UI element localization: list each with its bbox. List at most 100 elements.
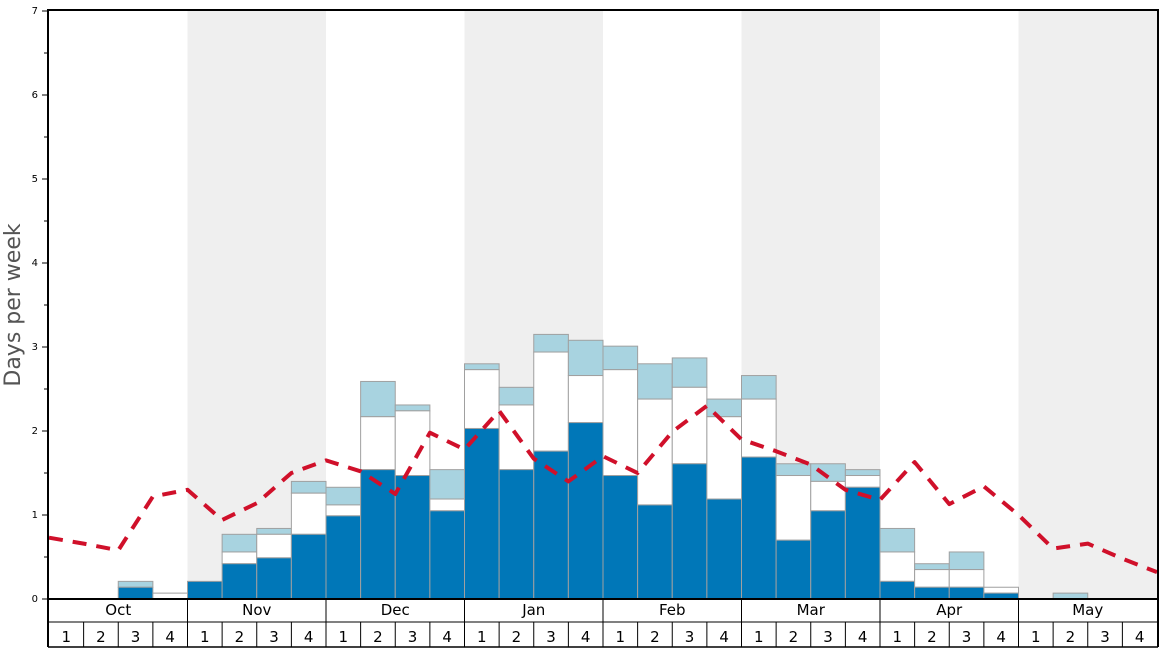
bar-segment-bottom (567, 422, 604, 600)
bar-segment-middle (325, 504, 362, 517)
bar-segment-middle (256, 533, 292, 559)
bar-segment-bottom (914, 586, 950, 600)
week-label: 1 (616, 628, 626, 646)
bar-segment-top (221, 533, 258, 553)
y-tick-label: 1 (32, 510, 38, 521)
week-label: 4 (858, 628, 868, 646)
bar-segment-bottom (221, 563, 258, 600)
y-tick-label: 3 (32, 342, 38, 353)
bar-segment-top (810, 463, 846, 482)
week-label: 4 (165, 628, 175, 646)
week-label: 1 (1031, 628, 1041, 646)
month-label: Mar (797, 601, 826, 619)
bar-segment-bottom (117, 586, 154, 600)
bar-segment-middle (394, 410, 431, 477)
week-label: 4 (996, 628, 1006, 646)
bar-segment-middle (983, 586, 1019, 594)
week-label: 2 (927, 628, 937, 646)
bar-segment-bottom (637, 504, 673, 600)
bar-segment-bottom (325, 515, 362, 600)
x-axis: Oct 1 2 3 4 Nov 1 2 3 4 Dec 1 2 3 4 Jan 1 2 3 4 Feb 1 2 3 4 Mar 1 2… (47, 599, 1159, 648)
week-label: 2 (512, 628, 522, 646)
bar-segment-top (879, 527, 916, 553)
week-label: 2 (373, 628, 383, 646)
month-band (1018, 11, 1157, 599)
week-label: 3 (685, 628, 695, 646)
bar-segment-middle (706, 416, 742, 500)
month-label: Dec (381, 601, 410, 619)
week-label: 2 (1066, 628, 1076, 646)
y-tick-label: 0 (32, 594, 38, 605)
y-tick-label: 4 (32, 258, 38, 269)
month-bands (187, 11, 1157, 599)
bar-segment-bottom (706, 498, 742, 600)
bar-segment-middle (879, 551, 916, 582)
bar-segment-middle (290, 492, 327, 535)
week-label: 3 (131, 628, 141, 646)
bar-segment-top (844, 469, 881, 477)
week-label: 3 (962, 628, 972, 646)
week-label: 3 (1100, 628, 1110, 646)
bar-segment-top (325, 486, 362, 506)
y-axis-label: Days per week (1, 223, 26, 386)
bars (117, 333, 1089, 600)
bar-segment-middle (221, 551, 258, 565)
average-line-path (48, 403, 1158, 574)
bar-segment-middle (567, 375, 604, 424)
month-label: Nov (242, 601, 271, 619)
bar-segment-top (256, 527, 292, 535)
bar-segment-top (741, 375, 777, 400)
week-label: 1 (477, 628, 487, 646)
week-label: 1 (339, 628, 349, 646)
bar-segment-bottom (671, 463, 708, 600)
bar-segment-bottom (741, 456, 777, 600)
bar-segment-top (914, 563, 950, 571)
week-label: 1 (200, 628, 210, 646)
bar-segment-top (498, 386, 535, 406)
bar-segment-bottom (498, 469, 535, 600)
bar-segment-top (533, 333, 569, 353)
bar-segment-bottom (948, 586, 985, 600)
bar-segment-bottom (775, 539, 812, 600)
bar-segment-middle (844, 475, 881, 488)
bar-segment-bottom (464, 427, 500, 600)
bar-segment-middle (464, 369, 500, 429)
bar-segment-top (671, 357, 708, 388)
bar-segment-bottom (394, 475, 431, 600)
y-tick-label: 5 (32, 174, 38, 185)
y-tick-label: 7 (32, 6, 38, 17)
week-label: 3 (408, 628, 418, 646)
week-label: 4 (719, 628, 729, 646)
week-label: 2 (650, 628, 660, 646)
week-label: 3 (269, 628, 279, 646)
month-label: Apr (936, 601, 963, 619)
week-label: 1 (893, 628, 903, 646)
week-label: 4 (304, 628, 314, 646)
bar-segment-middle (429, 498, 465, 512)
bar-segment-middle (914, 569, 950, 588)
week-label: 3 (823, 628, 833, 646)
average-line (48, 403, 1158, 574)
bar-segment-middle (948, 569, 985, 588)
bar-segment-bottom (187, 580, 223, 600)
week-label: 1 (62, 628, 72, 646)
bar-segment-bottom (256, 557, 292, 600)
bar-segment-top (602, 345, 639, 371)
bar-segment-top (948, 551, 985, 571)
week-label: 2 (96, 628, 106, 646)
week-label: 2 (789, 628, 799, 646)
week-label: 4 (442, 628, 452, 646)
y-tick-label: 2 (32, 426, 38, 437)
bar-segment-top (775, 463, 812, 477)
bar-segment-middle (741, 398, 777, 458)
bar-segment-bottom (429, 510, 465, 600)
bar-segment-top (637, 363, 673, 400)
month-label: Jan (521, 601, 545, 619)
y-axis: 0 1 2 3 4 5 6 7 (32, 6, 48, 605)
bar-segment-bottom (810, 510, 846, 600)
bar-segment-top (394, 404, 431, 412)
bar-segment-top (360, 380, 396, 418)
bar-segment-top (706, 398, 742, 418)
y-tick-label: 6 (32, 90, 38, 101)
